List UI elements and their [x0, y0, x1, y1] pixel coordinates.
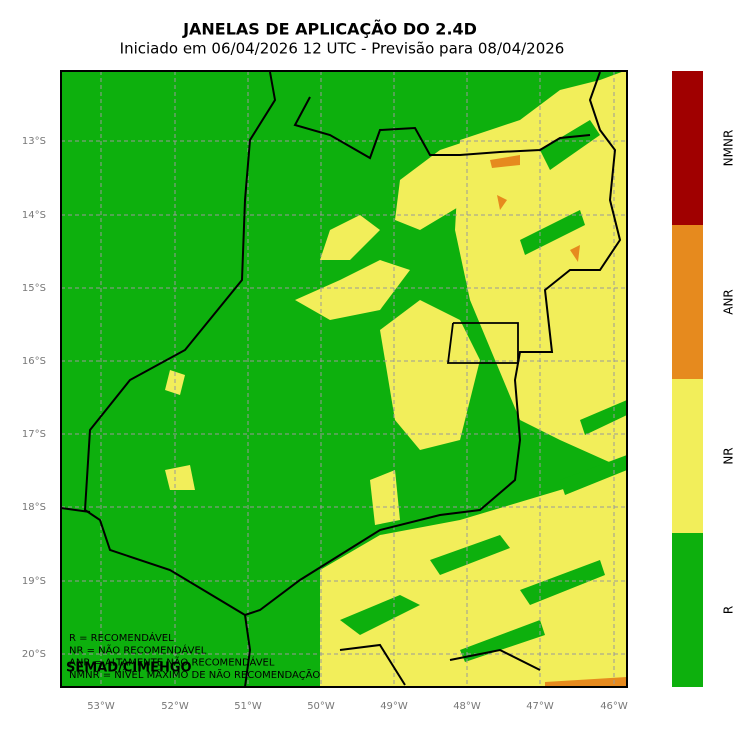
lat-label: 19°S	[22, 576, 46, 587]
lon-label: 53°W	[87, 701, 115, 712]
lat-label: 20°S	[22, 649, 46, 660]
legend-line: NMNR = NÍVEL MÁXIMO DE NÃO RECOMENDAÇÃO	[69, 668, 320, 681]
lat-label: 18°S	[22, 502, 46, 513]
lat-label: 14°S	[22, 210, 46, 221]
colorbar-segment	[672, 225, 703, 379]
lat-label: 16°S	[22, 356, 46, 367]
lon-label: 48°W	[453, 701, 481, 712]
colorbar-label: R	[722, 606, 736, 614]
title: JANELAS DE APLICAÇÃO DO 2.4D	[182, 20, 477, 39]
credit: SEMAD/CIMEHGO	[66, 661, 192, 676]
legend-line: NR = NÃO RECOMENDÁVEL	[69, 643, 207, 656]
lon-label: 52°W	[161, 701, 189, 712]
lon-label: 51°W	[234, 701, 262, 712]
map-field	[61, 71, 627, 687]
map-frame	[60, 70, 628, 688]
lon-label: 46°W	[600, 701, 628, 712]
colorbar-segment	[672, 71, 703, 225]
lon-label: 50°W	[307, 701, 335, 712]
lon-label: 47°W	[526, 701, 554, 712]
colorbar-segment	[672, 533, 703, 687]
lat-label: 15°S	[22, 283, 46, 294]
colorbar-label: NMNR	[722, 130, 736, 167]
colorbar-label: ANR	[722, 289, 736, 315]
legend-line: R = RECOMENDÁVEL	[69, 631, 174, 644]
lat-label: 13°S	[22, 136, 46, 147]
colorbar-label: NR	[722, 447, 736, 464]
lat-label: 17°S	[22, 429, 46, 440]
lon-label: 49°W	[380, 701, 408, 712]
colorbar-segment	[672, 379, 703, 533]
legend-line: ANR = ALTAMENTE NÃO RECOMENDÁVEL	[69, 656, 275, 669]
subtitle: Iniciado em 06/04/2026 12 UTC - Previsão…	[120, 40, 565, 58]
